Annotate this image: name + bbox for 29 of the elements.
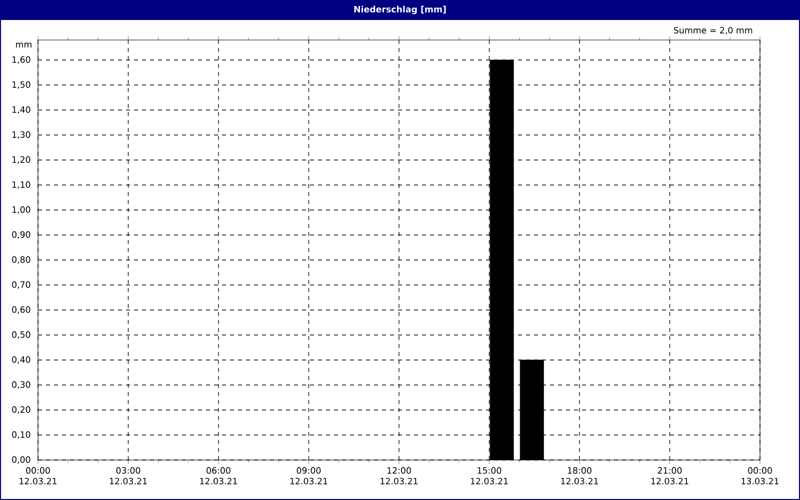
x-tick-label: 06:00 12.03.21 bbox=[200, 467, 237, 484]
x-tick-label: 03:00 12.03.21 bbox=[110, 467, 147, 484]
y-tick-label: 0,90 bbox=[12, 231, 30, 239]
text: Summe = 2,0 mm bbox=[674, 26, 752, 34]
x-tick-label: 12:00 12.03.21 bbox=[380, 467, 418, 484]
y-tick-label: 1,50 bbox=[12, 81, 30, 89]
x-tick-label: 00:00 12.03.21 bbox=[20, 467, 56, 484]
y-tick-label: 0,20 bbox=[12, 406, 30, 414]
y-tick-label: 0,50 bbox=[12, 331, 30, 339]
y-tick-label: 0,70 bbox=[12, 281, 30, 289]
y-tick-label: 0,80 bbox=[12, 256, 30, 264]
y-axis-title: mm bbox=[16, 42, 32, 48]
y-tick-label: 1,00 bbox=[12, 206, 30, 214]
y-tick-label: 0,30 bbox=[12, 381, 30, 389]
y-tick-label: 1,30 bbox=[12, 131, 30, 139]
y-tick-label: 0,60 bbox=[12, 306, 30, 314]
y-tick-label: 1,10 bbox=[12, 181, 30, 189]
x-tick-label: 09:00 12.03.21 bbox=[290, 467, 328, 484]
chart-title: Niederschlag [mm] bbox=[354, 6, 446, 14]
y-tick-label: 0,40 bbox=[12, 356, 30, 364]
x-tick-label: 18:00 12.03.21 bbox=[561, 467, 598, 484]
y-tick-label: 1,60 bbox=[12, 56, 30, 64]
x-tick-label: 00:00 13.03.21 bbox=[742, 467, 778, 484]
y-tick-label: 0,00 bbox=[12, 456, 30, 464]
x-tick-label: 21:00 12.03.21 bbox=[651, 467, 688, 484]
x-tick-label: 15:00 12.03.21 bbox=[470, 467, 508, 484]
y-tick-label: 0,10 bbox=[12, 431, 30, 439]
y-tick-label: 1,40 bbox=[12, 106, 30, 114]
y-tick-label: 1,20 bbox=[12, 156, 30, 164]
